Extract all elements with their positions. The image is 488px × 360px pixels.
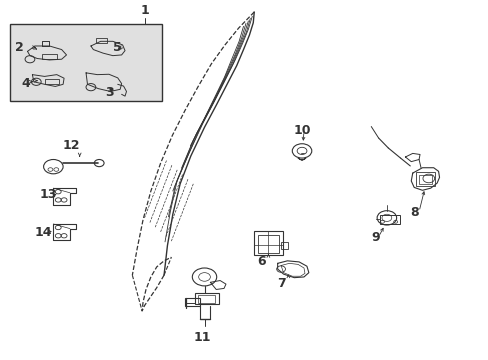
Bar — [379, 215, 399, 224]
Text: 7: 7 — [276, 277, 285, 290]
Bar — [254, 231, 282, 255]
Text: 2: 2 — [15, 41, 24, 54]
Text: 4: 4 — [21, 77, 30, 90]
Bar — [10, 24, 161, 102]
Text: 3: 3 — [105, 86, 114, 99]
Text: 12: 12 — [62, 139, 80, 152]
Text: 10: 10 — [293, 123, 310, 137]
Text: 13: 13 — [40, 188, 57, 201]
Text: 5: 5 — [113, 41, 122, 54]
Bar — [258, 235, 278, 253]
Bar — [42, 54, 57, 59]
Text: 11: 11 — [193, 330, 210, 343]
Bar — [96, 38, 106, 44]
Bar — [281, 242, 288, 249]
Bar — [44, 79, 59, 84]
Text: 1: 1 — [140, 4, 149, 17]
Text: 9: 9 — [370, 231, 379, 244]
Text: 6: 6 — [257, 256, 265, 269]
Bar — [194, 293, 219, 304]
Text: 14: 14 — [35, 226, 52, 239]
Bar — [415, 172, 434, 186]
Bar — [418, 175, 431, 184]
Bar — [184, 298, 199, 306]
Text: 8: 8 — [409, 206, 418, 219]
Bar — [198, 295, 215, 303]
